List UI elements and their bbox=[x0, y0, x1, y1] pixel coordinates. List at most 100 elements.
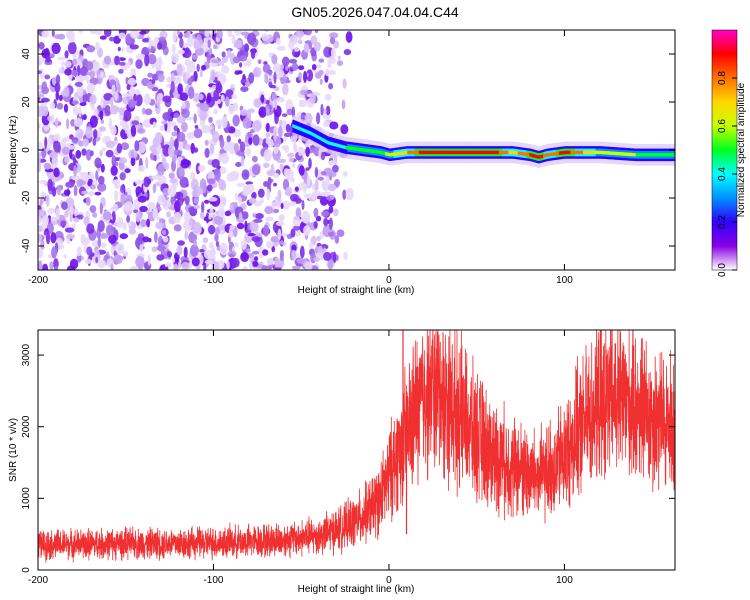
noise-blob bbox=[194, 47, 204, 56]
noise-blob bbox=[239, 141, 246, 153]
ridge-core bbox=[533, 154, 536, 158]
ridge-core bbox=[508, 150, 510, 155]
noise-blob bbox=[78, 30, 84, 34]
noise-blob bbox=[304, 30, 312, 36]
noise-blob bbox=[38, 225, 43, 233]
colorbar-tick-label: 0.0 bbox=[717, 263, 728, 277]
noise-blob bbox=[211, 59, 220, 64]
noise-blob bbox=[192, 221, 202, 234]
ridge-core bbox=[456, 150, 459, 155]
ridge-core bbox=[563, 150, 565, 155]
noise-blob bbox=[249, 220, 259, 232]
ridge-core bbox=[364, 148, 366, 152]
noise-blob bbox=[79, 102, 87, 107]
noise-blob bbox=[101, 147, 106, 152]
noise-blob bbox=[266, 188, 271, 201]
noise-blob bbox=[85, 126, 93, 139]
ridge-core bbox=[427, 150, 429, 155]
ridge-core bbox=[553, 152, 556, 156]
noise-blob bbox=[81, 190, 89, 195]
ridge-core bbox=[434, 150, 437, 155]
ridge-core bbox=[556, 151, 559, 156]
noise-blob bbox=[199, 249, 205, 253]
ridge-core bbox=[629, 152, 631, 157]
ridge-core bbox=[368, 149, 370, 153]
noise-blob bbox=[217, 207, 226, 218]
noise-blob bbox=[252, 155, 258, 163]
ridge-core bbox=[389, 153, 391, 157]
colorbar-tick-label: 0.2 bbox=[717, 215, 728, 229]
ridge-core bbox=[423, 150, 425, 155]
noise-blob bbox=[295, 30, 305, 38]
ridge-core bbox=[625, 152, 627, 156]
noise-blob bbox=[291, 62, 299, 71]
noise-blob bbox=[124, 201, 134, 211]
noise-blob bbox=[258, 106, 267, 118]
noise-blob bbox=[181, 121, 188, 133]
noise-blob bbox=[152, 207, 158, 220]
ridge-core bbox=[403, 151, 405, 155]
noise-blob bbox=[269, 126, 275, 133]
ridge-core bbox=[395, 152, 398, 156]
noise-blob bbox=[44, 136, 48, 149]
noise-blob bbox=[177, 261, 182, 269]
noise-blob bbox=[248, 72, 255, 84]
noise-blob bbox=[196, 34, 202, 41]
ridge-core bbox=[444, 150, 446, 155]
noise-blob bbox=[76, 246, 82, 257]
ridge-core bbox=[420, 150, 423, 155]
noise-blob bbox=[200, 103, 210, 112]
snr-xlabel: Height of straight line (km) bbox=[298, 584, 415, 595]
noise-blob bbox=[96, 163, 102, 169]
noise-blob bbox=[328, 206, 334, 214]
noise-blob bbox=[38, 122, 41, 129]
y-tick-label: -40 bbox=[21, 238, 32, 253]
noise-blob bbox=[290, 228, 296, 238]
ridge-core bbox=[543, 154, 545, 158]
noise-blob bbox=[343, 49, 352, 56]
noise-blob bbox=[202, 237, 209, 244]
noise-blob bbox=[41, 105, 49, 117]
noise-blob bbox=[111, 210, 116, 224]
noise-blob bbox=[137, 195, 147, 203]
ridge-core bbox=[462, 150, 464, 155]
noise-blob bbox=[221, 65, 230, 74]
noise-blob bbox=[273, 146, 279, 155]
noise-blob bbox=[311, 191, 317, 202]
ridge-core bbox=[592, 150, 595, 155]
ridge-core bbox=[352, 146, 355, 151]
ridge-core bbox=[635, 153, 638, 157]
noise-blob bbox=[340, 124, 349, 135]
noise-blob bbox=[316, 195, 324, 200]
noise-blob bbox=[183, 246, 188, 258]
ridge-core bbox=[304, 129, 306, 133]
noise-blob bbox=[295, 207, 302, 219]
noise-blob bbox=[139, 30, 147, 35]
noise-blob bbox=[285, 65, 289, 71]
noise-blob bbox=[50, 232, 57, 244]
noise-blob bbox=[244, 43, 250, 53]
noise-blob bbox=[133, 205, 139, 210]
noise-blob bbox=[316, 235, 321, 242]
noise-blob bbox=[199, 69, 203, 78]
ridge-core bbox=[502, 150, 504, 155]
noise-blob bbox=[317, 176, 325, 181]
noise-blob bbox=[273, 129, 277, 142]
noise-blob bbox=[329, 36, 336, 45]
ridge-core bbox=[348, 146, 350, 150]
colorbar-label: Normalized spectral amplitude bbox=[736, 82, 747, 217]
ridge-core bbox=[505, 150, 507, 155]
noise-blob bbox=[50, 102, 56, 110]
ridge-core bbox=[439, 150, 442, 155]
noise-blob bbox=[110, 125, 117, 136]
ridge-core bbox=[529, 153, 531, 157]
ridge-core bbox=[391, 152, 393, 157]
noise-blob bbox=[108, 117, 113, 130]
noise-blob bbox=[271, 245, 276, 253]
noise-blob bbox=[177, 83, 183, 95]
noise-blob bbox=[72, 139, 78, 144]
noise-blob bbox=[65, 233, 76, 239]
noise-blob bbox=[284, 144, 290, 153]
noise-blob bbox=[166, 211, 171, 218]
ridge-core bbox=[580, 150, 583, 155]
